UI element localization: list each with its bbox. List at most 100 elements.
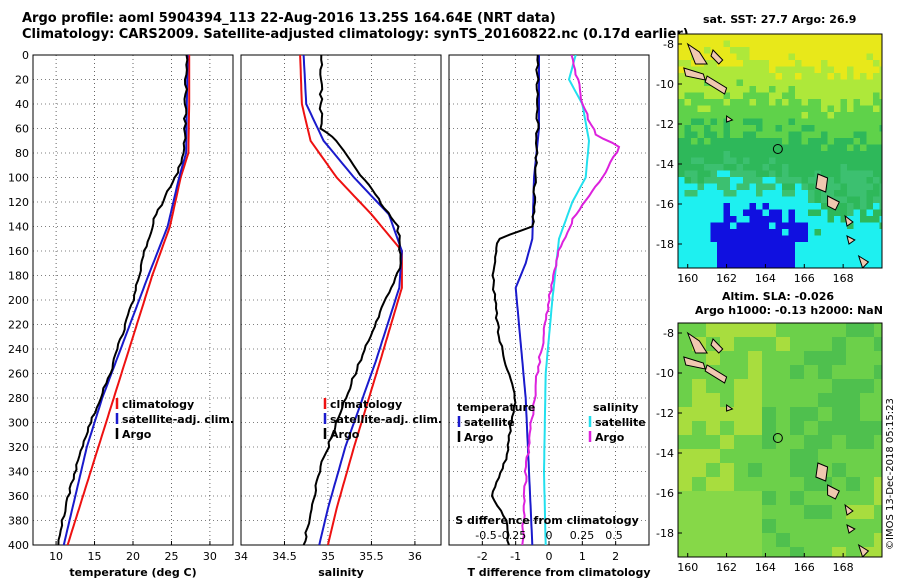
map-cell [860,235,867,243]
map-cell [795,112,802,119]
map-cell [832,533,847,548]
map-cell [762,138,770,145]
map-cell [808,131,815,139]
series-group-temperature [57,55,191,545]
map-cell [775,105,783,113]
map-cell [684,229,692,236]
map-cell [788,242,796,249]
map-cell [749,196,757,204]
map-cell [710,66,718,74]
map-cell [866,170,874,178]
map-cell [720,491,735,506]
map-cell [840,170,848,178]
map-cell [775,242,783,249]
map-cell [684,222,692,230]
map-cell [801,222,809,230]
map-cell [704,235,711,243]
map-cell [790,477,805,492]
map-cell [723,170,731,178]
map-cell [684,209,692,217]
map-cell [814,229,822,236]
map-cell [717,118,724,126]
map-cell [788,196,796,204]
map-cell [717,138,724,145]
map-y-tick-label: -14 [656,447,674,460]
map-cell [821,196,828,204]
map-cell [834,209,841,217]
map-cell [808,216,815,223]
map-cell [720,337,735,352]
map-cell [821,131,828,139]
legend-title-salinity: salinity [593,401,639,414]
map-cell [717,92,724,100]
map-cell [840,183,848,191]
map-cell [762,177,770,184]
map-cell [749,151,757,158]
map-cell [846,379,861,394]
map-cell [684,99,692,106]
map-cell [818,505,833,520]
map-cell [782,255,789,262]
map-cell [853,196,861,204]
legend-label: climatology [330,398,402,411]
map-cell [720,351,735,366]
map-cell [834,105,841,113]
map-cell [762,131,770,139]
map-cell [749,34,757,41]
map-cell [801,242,809,249]
map-cell [790,463,805,478]
map-cell [678,105,685,113]
map-cell [801,131,809,139]
map-cell [874,519,882,534]
map-cell [706,463,721,478]
map-cell [834,190,841,197]
map-cell [736,131,744,139]
map-cell [730,242,737,249]
map-cell [840,53,848,61]
map-cell [736,151,744,158]
map-cell [730,73,737,80]
map-cell [847,73,854,80]
island-shape [686,42,709,65]
map-cell [762,229,770,236]
map-cell [873,138,880,145]
map-cell [743,40,750,48]
map-cell [808,261,815,268]
map-cell [706,393,721,408]
map-cell [691,209,698,217]
map-cell [795,255,802,262]
map-cell [730,170,737,178]
top-tick-label: -0.5 [475,529,496,542]
map-cell [821,216,828,223]
island-shape [815,173,829,193]
map-cell [723,138,731,145]
map-cell [840,151,848,158]
map-cell [775,73,783,80]
map-cell [706,435,721,450]
map-cell [879,138,882,145]
map-cell [853,131,861,139]
map-cell [775,216,783,223]
map-cell [692,477,707,492]
map-cell [866,73,874,80]
map-cell [691,131,698,139]
map-cell [818,379,833,394]
map-cell [873,157,880,165]
map-cell [860,449,875,464]
map-cell [814,216,822,223]
map-cell [821,151,828,158]
map-cell [834,66,841,74]
map-cell [706,407,721,422]
map-cell [860,393,875,408]
map-cell [818,323,833,338]
map-cell [814,40,822,48]
map-cell [736,105,744,113]
map-cell [790,393,805,408]
map-cell [684,47,692,54]
map-cell [782,209,789,217]
legend-title-temperature: temperature [457,401,535,414]
map-cell [730,177,737,184]
y-tick-label: 180 [8,270,29,283]
map-cell [743,112,750,119]
map-cell [814,118,822,126]
